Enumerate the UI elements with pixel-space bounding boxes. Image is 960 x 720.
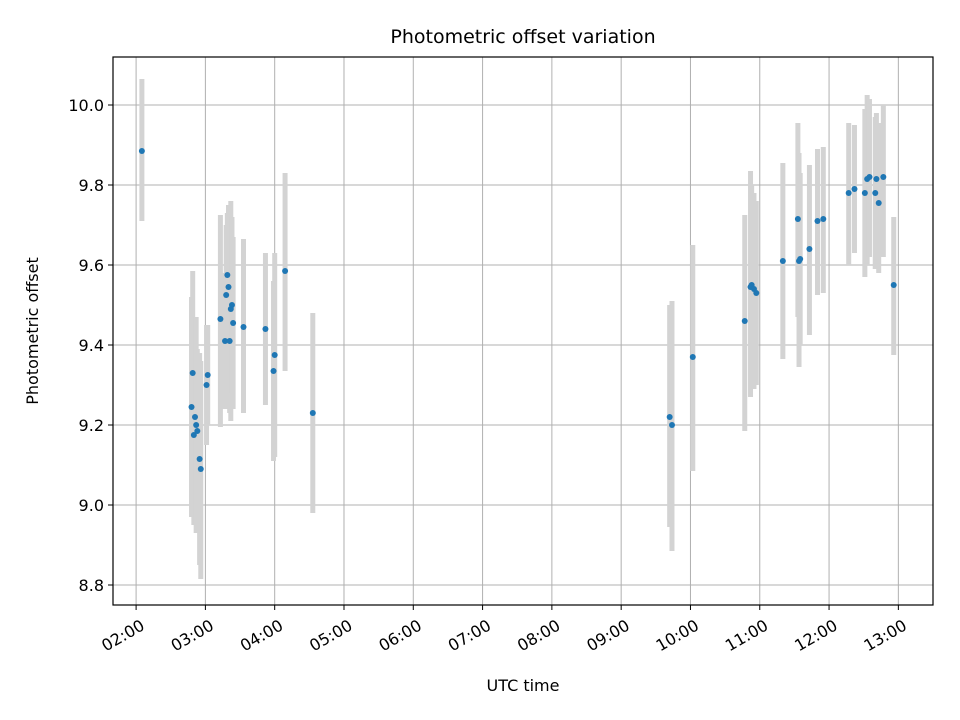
data-point xyxy=(223,292,230,298)
data-point xyxy=(188,404,195,410)
data-point xyxy=(225,284,232,290)
data-point xyxy=(240,324,247,330)
data-point xyxy=(794,216,801,222)
data-point xyxy=(203,382,210,388)
data-point xyxy=(814,218,821,224)
data-point xyxy=(192,414,198,420)
data-point xyxy=(204,372,211,378)
y-axis-title: Photometric offset xyxy=(23,257,42,405)
data-point xyxy=(197,466,204,472)
data-point xyxy=(753,290,760,296)
data-point xyxy=(880,174,887,180)
data-point xyxy=(779,258,786,264)
data-point xyxy=(689,354,696,360)
data-point xyxy=(820,216,827,222)
data-point xyxy=(189,370,196,376)
data-point xyxy=(226,338,233,344)
data-point xyxy=(271,352,278,358)
data-point xyxy=(875,200,882,206)
y-tick-label: 9.6 xyxy=(79,256,104,275)
y-tick-label: 9.2 xyxy=(79,416,104,435)
data-point xyxy=(270,368,277,374)
data-point xyxy=(872,190,879,196)
data-point xyxy=(851,186,858,192)
y-tick-label: 9.8 xyxy=(79,176,104,195)
data-point xyxy=(222,338,229,344)
data-point xyxy=(666,414,673,420)
data-point xyxy=(866,174,873,180)
y-tick-label: 10.0 xyxy=(68,96,104,115)
data-point xyxy=(228,302,235,308)
y-tick-label: 9.4 xyxy=(79,336,104,355)
grid-layer xyxy=(113,57,933,605)
data-point xyxy=(741,318,748,324)
data-point xyxy=(230,320,237,326)
data-point xyxy=(190,432,197,438)
data-point xyxy=(138,148,145,154)
data-point xyxy=(668,422,675,428)
data-point xyxy=(282,268,289,274)
data-point xyxy=(217,316,224,322)
data-point xyxy=(196,456,203,462)
chart-title: Photometric offset variation xyxy=(390,26,655,48)
plot-frame xyxy=(112,56,934,606)
point-layer xyxy=(138,148,897,472)
data-point xyxy=(262,326,269,332)
data-point xyxy=(861,190,868,196)
data-point xyxy=(224,272,231,278)
x-axis-title: UTC time xyxy=(487,676,560,695)
data-point xyxy=(873,176,880,182)
y-tick-label: 9.0 xyxy=(79,496,104,515)
data-point xyxy=(797,256,804,262)
data-point xyxy=(890,282,897,288)
data-point xyxy=(806,246,813,252)
data-point xyxy=(194,428,201,434)
data-point xyxy=(193,422,200,428)
y-tick-label: 8.8 xyxy=(79,576,104,595)
data-point xyxy=(845,190,852,196)
data-point xyxy=(309,410,316,416)
